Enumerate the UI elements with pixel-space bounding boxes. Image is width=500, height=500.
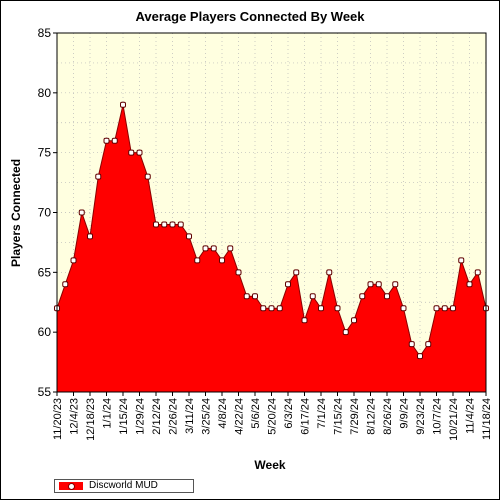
x-tick-label: 3/11/24 bbox=[184, 398, 196, 434]
data-point bbox=[169, 221, 176, 228]
data-point bbox=[417, 353, 423, 360]
y-tick-label: 65 bbox=[38, 265, 52, 279]
y-axis-label: Players Connected bbox=[9, 159, 23, 267]
data-point bbox=[400, 305, 407, 312]
data-point bbox=[441, 305, 448, 312]
y-tick-label: 55 bbox=[38, 385, 52, 399]
data-point bbox=[252, 293, 258, 300]
data-point bbox=[375, 281, 382, 288]
data-point bbox=[351, 317, 357, 324]
x-tick-label: 5/6/24 bbox=[250, 398, 262, 429]
data-point bbox=[268, 305, 275, 312]
x-tick-label: 6/17/24 bbox=[300, 398, 312, 435]
data-point bbox=[318, 305, 324, 312]
legend: Discworld MUD bbox=[54, 479, 194, 493]
data-point bbox=[433, 305, 440, 312]
x-tick-label: 11/20/23 bbox=[52, 398, 64, 440]
chart-title: Average Players Connected By Week bbox=[135, 9, 365, 24]
data-point bbox=[210, 245, 217, 252]
data-point bbox=[161, 221, 168, 228]
data-point bbox=[285, 281, 291, 288]
x-tick-label: 6/3/24 bbox=[283, 398, 295, 429]
data-point bbox=[450, 305, 456, 312]
data-point bbox=[194, 257, 201, 264]
data-point bbox=[326, 269, 333, 276]
data-point bbox=[87, 233, 93, 240]
legend-label: Discworld MUD bbox=[89, 480, 158, 491]
y-tick-label: 75 bbox=[38, 146, 52, 160]
data-point bbox=[202, 245, 209, 252]
data-point bbox=[293, 269, 300, 276]
data-point bbox=[301, 317, 308, 324]
data-point bbox=[334, 305, 341, 312]
y-tick-label: 70 bbox=[38, 206, 52, 220]
data-point bbox=[408, 341, 415, 348]
data-point bbox=[260, 305, 267, 312]
x-tick-label: 12/4/23 bbox=[69, 398, 81, 435]
data-point bbox=[62, 281, 69, 288]
x-axis-label: Week bbox=[254, 458, 285, 472]
data-point bbox=[227, 245, 234, 252]
data-point bbox=[392, 281, 399, 288]
x-tick-label: 11/4/24 bbox=[465, 398, 477, 434]
x-tick-label: 5/20/24 bbox=[267, 398, 279, 435]
data-point bbox=[95, 173, 102, 180]
data-point bbox=[367, 281, 374, 288]
x-tick-label: 8/12/24 bbox=[366, 398, 378, 435]
data-point bbox=[243, 293, 250, 300]
x-tick-label: 7/1/24 bbox=[316, 398, 328, 429]
data-point bbox=[103, 137, 110, 144]
data-point bbox=[186, 233, 192, 240]
data-point bbox=[136, 149, 143, 156]
x-tick-label: 3/25/24 bbox=[201, 398, 213, 435]
x-tick-label: 10/7/24 bbox=[432, 398, 444, 435]
x-tick-label: 8/26/24 bbox=[382, 398, 394, 435]
data-point bbox=[177, 221, 184, 228]
x-tick-label: 1/15/24 bbox=[118, 398, 130, 435]
legend-swatch bbox=[59, 482, 83, 490]
y-tick-label: 85 bbox=[38, 26, 52, 40]
data-point bbox=[78, 209, 85, 216]
data-point bbox=[384, 293, 390, 300]
data-point bbox=[359, 293, 366, 300]
data-point bbox=[425, 341, 432, 348]
data-point bbox=[120, 101, 126, 108]
x-tick-label: 7/15/24 bbox=[333, 398, 345, 435]
data-point bbox=[111, 137, 118, 144]
x-tick-label: 2/26/24 bbox=[168, 398, 180, 435]
data-point bbox=[474, 269, 481, 276]
data-point bbox=[128, 149, 135, 156]
data-point bbox=[153, 221, 159, 228]
x-tick-label: 1/29/24 bbox=[135, 398, 147, 435]
x-tick-label: 1/1/24 bbox=[102, 398, 114, 429]
data-point bbox=[70, 257, 77, 264]
data-point bbox=[276, 305, 283, 312]
x-tick-label: 9/23/24 bbox=[415, 398, 427, 435]
x-tick-label: 2/12/24 bbox=[151, 398, 163, 435]
data-point bbox=[342, 329, 349, 336]
x-tick-label: 10/21/24 bbox=[448, 398, 460, 441]
data-point bbox=[219, 257, 225, 264]
data-point bbox=[235, 269, 242, 276]
y-tick-label: 80 bbox=[38, 86, 52, 100]
x-tick-label: 4/8/24 bbox=[217, 398, 229, 429]
x-tick-label: 11/18/24 bbox=[481, 398, 493, 440]
y-tick-label: 60 bbox=[38, 325, 52, 339]
data-point bbox=[458, 257, 465, 264]
x-tick-label: 4/22/24 bbox=[234, 398, 246, 435]
x-tick-label: 9/9/24 bbox=[399, 398, 411, 429]
x-tick-label: 12/18/23 bbox=[85, 398, 97, 441]
data-point bbox=[144, 173, 151, 180]
data-point bbox=[466, 281, 473, 288]
x-tick-label: 7/29/24 bbox=[349, 398, 361, 435]
data-point bbox=[309, 293, 316, 300]
